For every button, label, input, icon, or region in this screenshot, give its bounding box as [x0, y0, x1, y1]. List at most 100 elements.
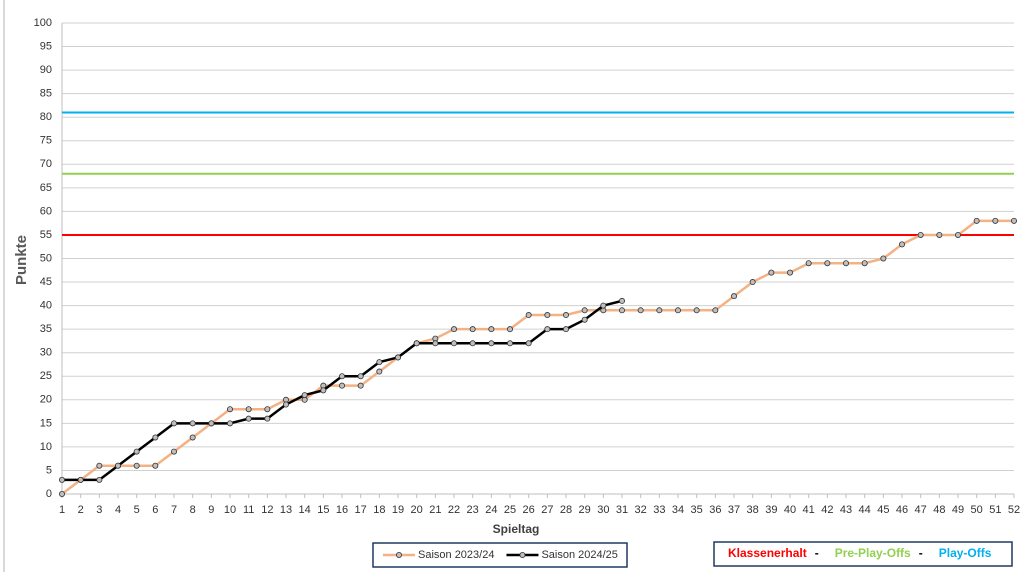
- point: [357, 382, 364, 389]
- point: [581, 316, 588, 323]
- point: [936, 231, 943, 238]
- legend-marker: [519, 552, 526, 559]
- y-tick-label: 85: [40, 88, 52, 100]
- x-tick-label: 23: [467, 504, 479, 516]
- x-tick-label: 17: [355, 504, 367, 516]
- x-tick-label: 43: [840, 504, 852, 516]
- x-tick-label: 15: [317, 504, 329, 516]
- y-tick-label: 25: [40, 370, 52, 382]
- y-tick-label: 30: [40, 347, 52, 359]
- x-tick-label: 20: [411, 504, 423, 516]
- point: [973, 217, 980, 224]
- point: [488, 326, 495, 333]
- point: [917, 231, 924, 238]
- x-tick-label: 30: [597, 504, 609, 516]
- point: [843, 260, 850, 267]
- x-tick-label: 28: [560, 504, 572, 516]
- point: [506, 340, 513, 347]
- point: [357, 373, 364, 380]
- point: [712, 307, 719, 314]
- x-tick-label: 37: [728, 504, 740, 516]
- y-tick-label: 80: [40, 111, 52, 123]
- point: [338, 373, 345, 380]
- x-tick-label: 52: [1008, 504, 1020, 516]
- y-tick-label: 5: [46, 464, 52, 476]
- point: [282, 401, 289, 408]
- y-tick-label: 55: [40, 229, 52, 241]
- x-tick-label: 48: [933, 504, 945, 516]
- y-tick-label: 95: [40, 40, 52, 52]
- point: [544, 312, 551, 319]
- point: [96, 462, 103, 469]
- point: [133, 448, 140, 455]
- point: [170, 448, 177, 455]
- point: [59, 490, 66, 497]
- y-tick-label: 0: [46, 488, 52, 500]
- point: [189, 420, 196, 427]
- x-tick-label: 25: [504, 504, 516, 516]
- legend-label: Saison 2024/25: [541, 549, 617, 561]
- point: [376, 368, 383, 375]
- point: [488, 340, 495, 347]
- point: [432, 340, 439, 347]
- point: [264, 415, 271, 422]
- point: [656, 307, 663, 314]
- point: [338, 382, 345, 389]
- x-tick-label: 45: [877, 504, 889, 516]
- point: [59, 476, 66, 483]
- point: [450, 340, 457, 347]
- x-tick-label: 1: [59, 504, 65, 516]
- y-axis-label: Punkte: [13, 235, 30, 285]
- point: [824, 260, 831, 267]
- point: [320, 387, 327, 394]
- point: [600, 302, 607, 309]
- x-tick-label: 34: [672, 504, 684, 516]
- point: [525, 340, 532, 347]
- point: [301, 392, 308, 399]
- y-tick-label: 45: [40, 276, 52, 288]
- point: [749, 279, 756, 286]
- point: [992, 217, 999, 224]
- point: [768, 269, 775, 276]
- series-line: [62, 299, 623, 482]
- x-tick-label: 44: [859, 504, 871, 516]
- x-tick-label: 14: [299, 504, 311, 516]
- point: [245, 415, 252, 422]
- point: [96, 476, 103, 483]
- point: [506, 326, 513, 333]
- x-tick-label: 31: [616, 504, 628, 516]
- point: [675, 307, 682, 314]
- point: [787, 269, 794, 276]
- point: [1011, 217, 1018, 224]
- point: [152, 434, 159, 441]
- x-tick-label: 12: [261, 504, 273, 516]
- point: [133, 462, 140, 469]
- legend-marker: [395, 552, 402, 559]
- x-tick-label: 13: [280, 504, 292, 516]
- point: [955, 231, 962, 238]
- point: [394, 354, 401, 361]
- point: [544, 326, 551, 333]
- point: [189, 434, 196, 441]
- point: [115, 462, 122, 469]
- y-tick-label: 60: [40, 205, 52, 217]
- x-tick-label: 32: [635, 504, 647, 516]
- x-tick-label: 50: [971, 504, 983, 516]
- x-axis-label: Spieltag: [493, 522, 540, 536]
- y-tick-label: 40: [40, 300, 52, 312]
- x-tick-label: 40: [784, 504, 796, 516]
- y-tick-label: 100: [34, 17, 52, 29]
- legend-separator: -: [919, 546, 923, 560]
- legend-separator: -: [815, 546, 819, 560]
- y-tick-label: 75: [40, 135, 52, 147]
- x-tick-label: 35: [691, 504, 703, 516]
- y-tick-label: 35: [40, 323, 52, 335]
- x-tick-label: 29: [579, 504, 591, 516]
- point: [208, 420, 215, 427]
- reference-legend-box: [713, 541, 1013, 567]
- point: [880, 255, 887, 262]
- point: [637, 307, 644, 314]
- point: [469, 326, 476, 333]
